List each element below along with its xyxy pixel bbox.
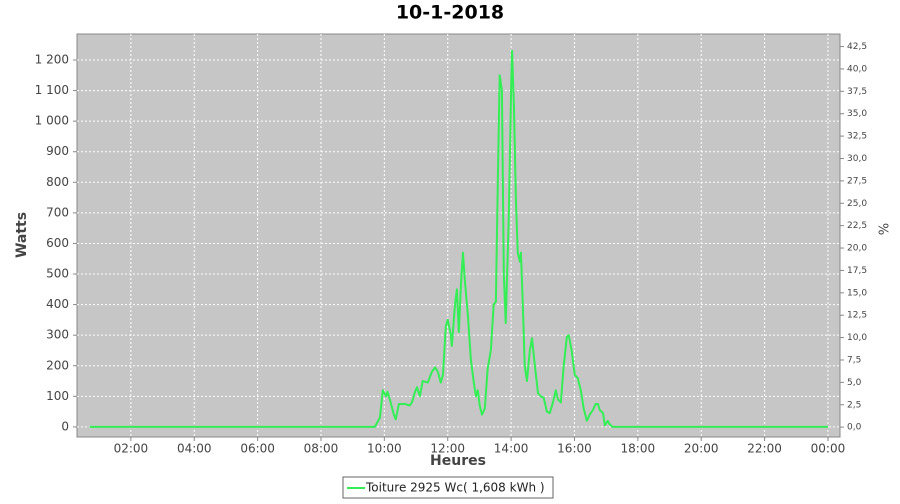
x-tick-label: 04:00 xyxy=(177,442,212,456)
x-tick-label: 14:00 xyxy=(494,442,529,456)
legend xyxy=(342,476,554,499)
y2-tick-label: 7,5 xyxy=(847,355,861,365)
y-tick-label: 0 xyxy=(61,419,69,433)
y-tick-label: 800 xyxy=(46,175,69,189)
y2-tick-label: 0,0 xyxy=(847,423,862,433)
plot-area xyxy=(76,33,841,438)
series-line xyxy=(89,49,828,428)
y-tick-label: 700 xyxy=(46,205,69,219)
y2-tick-label: 40,0 xyxy=(847,64,867,74)
y-tick-label: 900 xyxy=(46,144,69,158)
y2-tick-label: 10,0 xyxy=(847,333,867,343)
y2-tick-label: 32,5 xyxy=(847,132,867,142)
chart-title: 10-1-2018 xyxy=(396,2,504,24)
x-tick-label: 00:00 xyxy=(811,442,846,456)
y2-tick-label: 2,5 xyxy=(847,400,861,410)
x-tick-label: 12:00 xyxy=(430,442,465,456)
x-tick-label: 20:00 xyxy=(684,442,719,456)
y2-tick-label: 5,0 xyxy=(847,378,862,388)
y2-tick-label: 27,5 xyxy=(847,176,867,186)
x-tick-label: 06:00 xyxy=(240,442,275,456)
x-axis-label: Heures xyxy=(430,453,486,469)
y2-axis-label: % xyxy=(875,223,890,235)
y-tick-label: 400 xyxy=(46,297,69,311)
y-tick-label: 1 000 xyxy=(35,114,69,128)
y-tick-label: 200 xyxy=(46,358,69,372)
y2-tick-label: 20,0 xyxy=(847,244,867,254)
y-tick-label: 1 100 xyxy=(35,83,69,97)
legend-label: Toiture 2925 Wc( 1,608 kWh ) xyxy=(365,481,545,495)
x-tick-label: 18:00 xyxy=(621,442,656,456)
y2-tick-label: 22,5 xyxy=(847,221,867,231)
y2-tick-label: 37,5 xyxy=(847,87,867,97)
y-tick-label: 500 xyxy=(46,267,69,281)
x-tick-label: 08:00 xyxy=(304,442,339,456)
x-tick-label: 16:00 xyxy=(557,442,592,456)
y2-tick-label: 30,0 xyxy=(847,154,867,164)
y2-tick-label: 25,0 xyxy=(847,199,867,209)
y-tick-label: 600 xyxy=(46,236,69,250)
y2-tick-label: 35,0 xyxy=(847,109,867,119)
y-tick-label: 300 xyxy=(46,328,69,342)
y2-tick-label: 12,5 xyxy=(847,311,867,321)
x-tick-label: 10:00 xyxy=(367,442,402,456)
y2-tick-label: 17,5 xyxy=(847,266,867,276)
x-tick-label: 22:00 xyxy=(747,442,782,456)
y2-tick-label: 15,0 xyxy=(847,288,867,298)
x-tick-label: 02:00 xyxy=(114,442,149,456)
y-tick-label: 1 200 xyxy=(35,52,69,66)
y2-tick-label: 42,5 xyxy=(847,42,867,52)
y-tick-label: 100 xyxy=(46,389,69,403)
y-axis-label: Watts xyxy=(14,212,30,258)
